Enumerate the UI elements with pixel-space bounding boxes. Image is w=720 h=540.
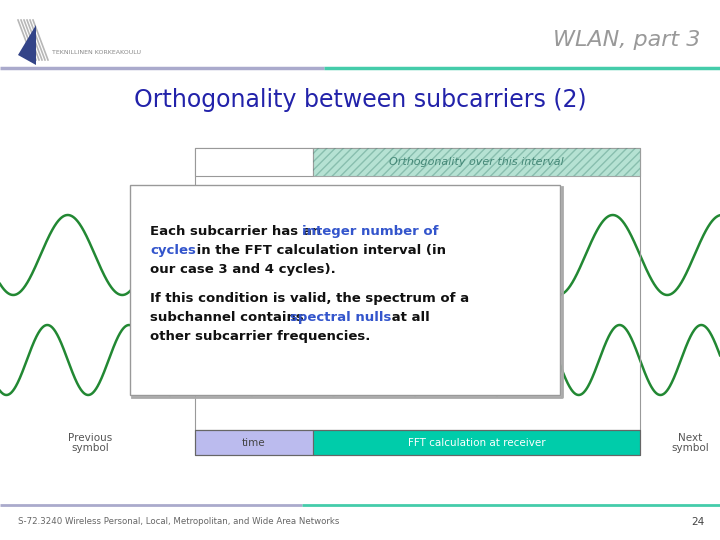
Text: Orthogonality over this interval: Orthogonality over this interval (389, 157, 564, 167)
Bar (313, 430, 640, 455)
Text: Previous: Previous (68, 433, 112, 443)
Text: spectral nulls: spectral nulls (290, 311, 392, 324)
Text: our case 3 and 4 cycles).: our case 3 and 4 cycles). (150, 263, 336, 276)
Bar (195, 430, 640, 455)
Text: 24: 24 (690, 517, 704, 527)
Text: at all: at all (387, 311, 430, 324)
Bar (195, 148, 313, 176)
Text: integer number of: integer number of (302, 225, 438, 238)
Text: Next: Next (678, 433, 702, 443)
Text: time: time (242, 437, 266, 448)
Bar (313, 148, 640, 176)
Bar (130, 185, 560, 395)
Text: WLAN, part 3: WLAN, part 3 (553, 30, 700, 50)
Bar (313, 148, 640, 176)
Text: FFT calculation at receiver: FFT calculation at receiver (408, 437, 545, 448)
Bar (195, 430, 313, 455)
Polygon shape (18, 25, 36, 65)
Text: Orthogonality between subcarriers (2): Orthogonality between subcarriers (2) (134, 88, 586, 112)
Text: Each subcarrier has an: Each subcarrier has an (150, 225, 325, 238)
Text: symbol: symbol (671, 443, 709, 453)
Text: symbol: symbol (71, 443, 109, 453)
Text: subchannel contains: subchannel contains (150, 311, 308, 324)
Text: If this condition is valid, the spectrum of a: If this condition is valid, the spectrum… (150, 292, 469, 305)
Text: cycles: cycles (150, 244, 196, 257)
Text: in the FFT calculation interval (in: in the FFT calculation interval (in (192, 244, 446, 257)
Text: S-72.3240 Wireless Personal, Local, Metropolitan, and Wide Area Networks: S-72.3240 Wireless Personal, Local, Metr… (18, 517, 339, 526)
Text: TEKNILLINEN KORKEAKOULU: TEKNILLINEN KORKEAKOULU (52, 50, 141, 55)
Text: other subcarrier frequencies.: other subcarrier frequencies. (150, 330, 370, 343)
Bar (195, 148, 640, 430)
